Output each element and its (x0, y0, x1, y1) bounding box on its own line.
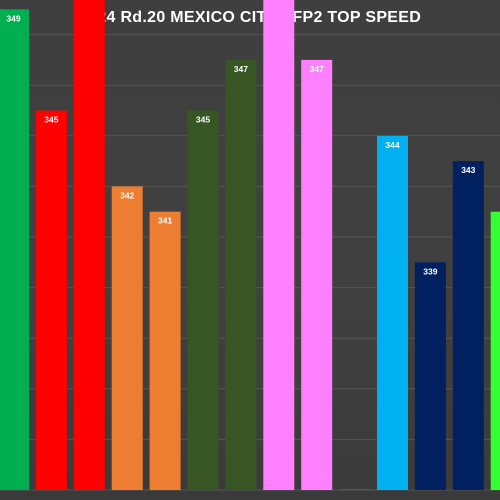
bar-value-label: 347 (234, 64, 248, 74)
bar-13 (452, 161, 484, 490)
bar-10 (339, 489, 371, 490)
bar-value-label: 339 (423, 266, 437, 276)
bar-8 (263, 0, 295, 490)
bar-value-label: 341 (158, 216, 172, 226)
chart-title: 2024 Rd.20 MEXICO CITY - FP2 TOP SPEED (78, 9, 422, 26)
bar-1 (0, 9, 29, 491)
bar-3 (73, 0, 105, 490)
bar-value-label: 349 (6, 13, 20, 23)
bar-12 (414, 262, 446, 490)
bar-14 (490, 211, 500, 490)
data-labels: 349345350342341345347350347344339343 (6, 13, 475, 276)
bar-7 (225, 59, 257, 491)
bar-value-label: 342 (120, 190, 134, 200)
bar-value-label: 347 (310, 64, 324, 74)
bar-9 (301, 59, 333, 491)
bar-value-label: 345 (44, 115, 58, 125)
bar-value-label: 345 (196, 115, 210, 125)
bar-11 (377, 135, 408, 491)
bar-6 (187, 110, 219, 490)
bar-value-label: 343 (461, 165, 475, 175)
bar-2 (35, 110, 67, 490)
bar-value-label: 344 (385, 140, 399, 150)
bar-5 (149, 211, 181, 490)
bar-4 (111, 186, 143, 490)
